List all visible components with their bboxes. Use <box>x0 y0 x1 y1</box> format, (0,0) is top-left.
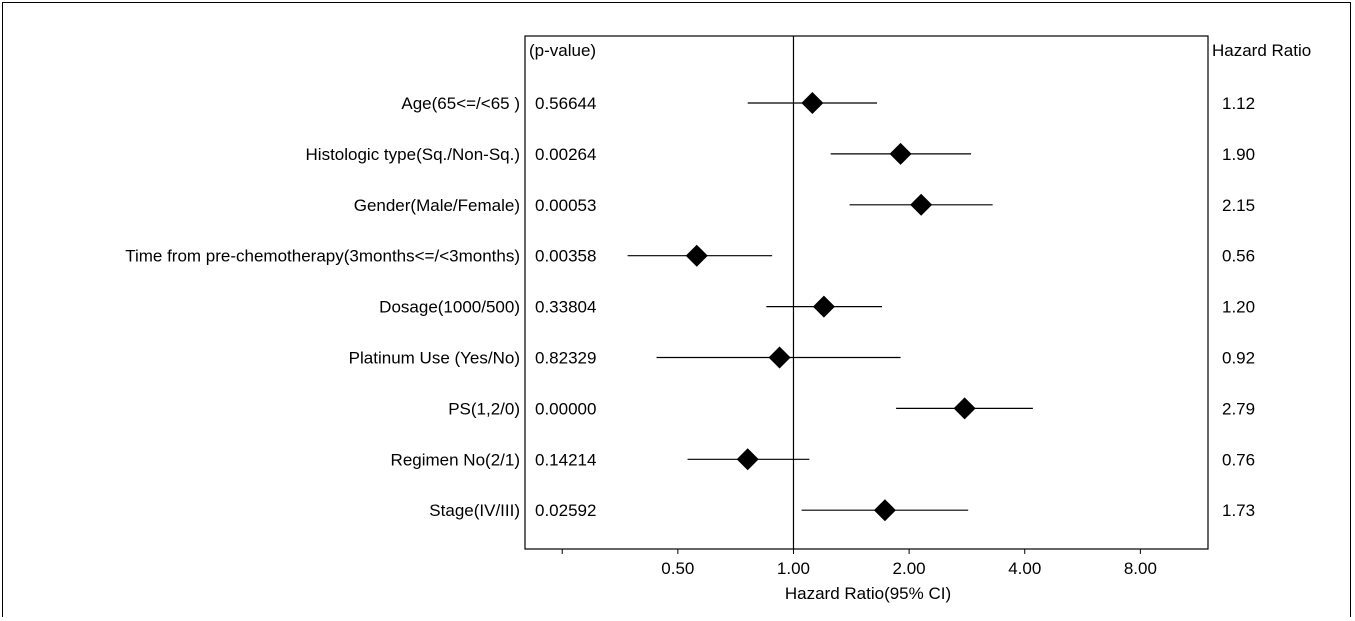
row-label: Gender(Male/Female) <box>354 196 520 215</box>
row-label: Regimen No(2/1) <box>391 450 520 469</box>
row-label: Platinum Use (Yes/No) <box>349 349 520 368</box>
row-label: Histologic type(Sq./Non-Sq.) <box>306 145 520 164</box>
pvalue-header: (p-value) <box>529 41 596 60</box>
forest-row: PS(1,2/0) 0.00000 2.79 <box>448 397 1255 420</box>
row-hazard-ratio: 0.92 <box>1222 349 1255 368</box>
x-tick-label: 0.50 <box>661 559 694 578</box>
row-pvalue: 0.00358 <box>535 247 596 266</box>
forest-row: Dosage(1000/500) 0.33804 1.20 <box>379 295 1255 318</box>
row-label: Stage(IV/III) <box>429 501 520 520</box>
row-pvalue: 0.02592 <box>535 501 596 520</box>
hr-point <box>685 244 708 267</box>
row-pvalue: 0.00264 <box>535 145 596 164</box>
forest-rows: Age(65<=/<65 ) 0.56644 1.12 Histologic type… <box>125 92 1255 522</box>
hr-point <box>910 193 933 216</box>
row-hazard-ratio: 1.90 <box>1222 145 1255 164</box>
row-pvalue: 0.00000 <box>535 399 596 418</box>
row-label: Time from pre-chemotherapy(3months<=/<3m… <box>125 247 520 266</box>
forest-row: Age(65<=/<65 ) 0.56644 1.12 <box>401 92 1255 114</box>
hazard-ratio-header: Hazard Ratio <box>1212 41 1311 60</box>
hr-point <box>873 499 896 522</box>
plot-area-border <box>524 35 1209 550</box>
hr-point <box>736 448 759 471</box>
x-tick-label: 8.00 <box>1124 559 1157 578</box>
x-tick-label: 2.00 <box>893 559 926 578</box>
forest-row: Stage(IV/III) 0.02592 1.73 <box>429 499 1255 522</box>
x-axis-label: Hazard Ratio(95% CI) <box>785 584 951 603</box>
hr-point <box>812 295 835 318</box>
x-tick-label: 1.00 <box>777 559 810 578</box>
forest-row: Time from pre-chemotherapy(3months<=/<3m… <box>125 244 1255 267</box>
x-tick-label: 4.00 <box>1008 559 1041 578</box>
forest-row: Regimen No(2/1) 0.14214 0.76 <box>391 448 1255 471</box>
row-pvalue: 0.33804 <box>535 298 596 317</box>
hr-point <box>801 92 824 114</box>
row-hazard-ratio: 1.73 <box>1222 501 1255 520</box>
row-hazard-ratio: 2.15 <box>1222 196 1255 215</box>
row-pvalue: 0.82329 <box>535 349 596 368</box>
hr-point <box>768 346 791 369</box>
row-label: PS(1,2/0) <box>448 399 520 418</box>
row-hazard-ratio: 0.56 <box>1222 247 1255 266</box>
row-pvalue: 0.14214 <box>535 450 596 469</box>
forest-row: Platinum Use (Yes/No) 0.82329 0.92 <box>349 346 1255 369</box>
row-hazard-ratio: 2.79 <box>1222 399 1255 418</box>
forest-row: Histologic type(Sq./Non-Sq.) 0.00264 1.90 <box>306 142 1255 165</box>
x-axis-ticks: 0.50 1.00 2.00 4.00 8.00 <box>561 549 1157 578</box>
row-hazard-ratio: 1.20 <box>1222 298 1255 317</box>
row-hazard-ratio: 0.76 <box>1222 450 1255 469</box>
hr-point <box>889 142 912 165</box>
row-pvalue: 0.00053 <box>535 196 596 215</box>
hr-point <box>953 397 976 420</box>
row-pvalue: 0.56644 <box>535 94 596 113</box>
row-label: Dosage(1000/500) <box>379 298 520 317</box>
forest-row: Gender(Male/Female) 0.00053 2.15 <box>354 193 1255 216</box>
row-hazard-ratio: 1.12 <box>1222 94 1255 113</box>
row-label: Age(65<=/<65 ) <box>401 94 520 113</box>
